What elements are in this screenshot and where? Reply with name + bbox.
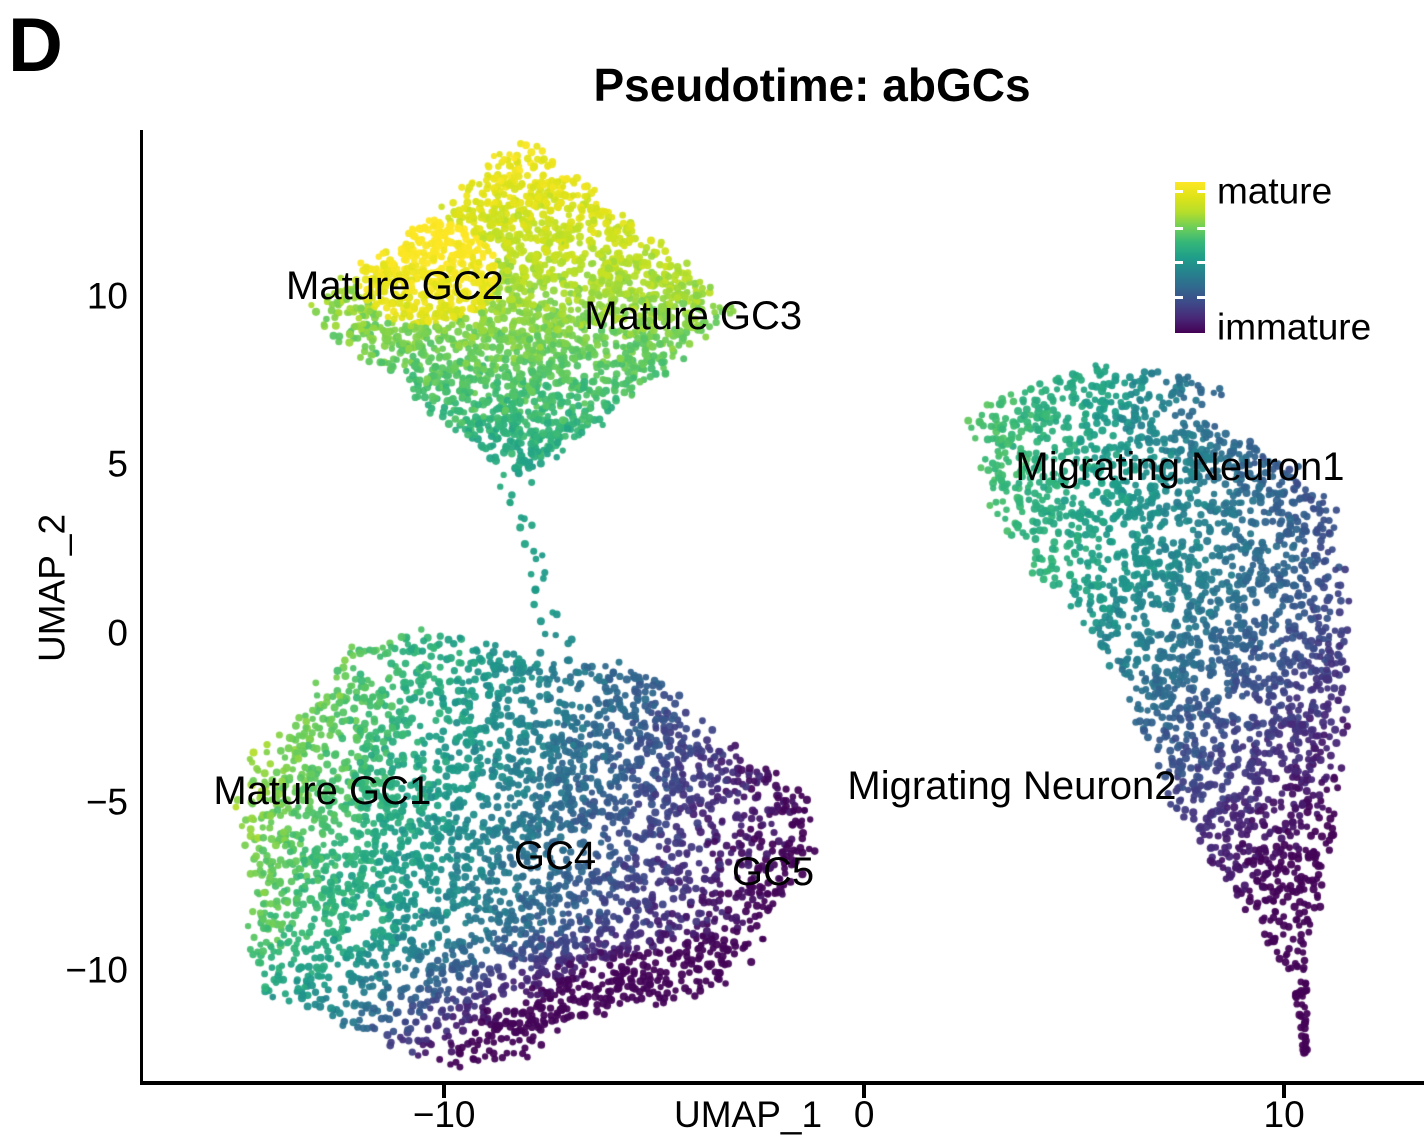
cluster-label: Migrating Neuron2 <box>847 764 1177 808</box>
y-tick-label: 0 <box>107 612 128 654</box>
cluster-label: Migrating Neuron1 <box>1015 444 1345 489</box>
x-tick-label: 10 <box>1263 1094 1305 1135</box>
legend-label-mature: mature <box>1217 170 1333 212</box>
x-tick-mark <box>442 1085 447 1098</box>
colorbar-tick <box>1197 296 1205 299</box>
colorbar-tick <box>1197 261 1205 264</box>
cluster-label: GC4 <box>513 834 597 879</box>
colorbar-tick <box>1175 190 1183 193</box>
y-tick-label: −5 <box>85 781 128 823</box>
y-axis-line <box>140 130 143 1083</box>
colorbar-tick <box>1175 227 1183 230</box>
cluster-label: Mature GC3 <box>584 293 803 338</box>
colorbar-tick <box>1197 227 1205 230</box>
pseudotime-colorbar <box>1175 182 1205 333</box>
x-tick-mark <box>1282 1085 1287 1098</box>
colorbar-tick <box>1197 190 1205 193</box>
colorbar-tick <box>1175 261 1183 264</box>
x-axis-title: UMAP_1 <box>673 1094 823 1135</box>
x-tick-label: −10 <box>412 1094 476 1135</box>
y-tick-label: 5 <box>107 443 128 485</box>
y-tick-label: 10 <box>86 275 128 317</box>
cluster-label: Mature GC2 <box>286 263 504 308</box>
y-tick-label: −10 <box>65 949 128 991</box>
cluster-label: GC5 <box>731 849 815 894</box>
cluster-label: Mature GC1 <box>213 769 432 814</box>
x-tick-label: 0 <box>853 1094 875 1135</box>
colorbar-tick <box>1175 296 1183 299</box>
x-tick-mark <box>862 1085 867 1098</box>
legend-label-immature: immature <box>1217 306 1372 348</box>
x-axis-line <box>140 1081 1424 1085</box>
y-axis-title: UMAP_2 <box>31 513 73 663</box>
